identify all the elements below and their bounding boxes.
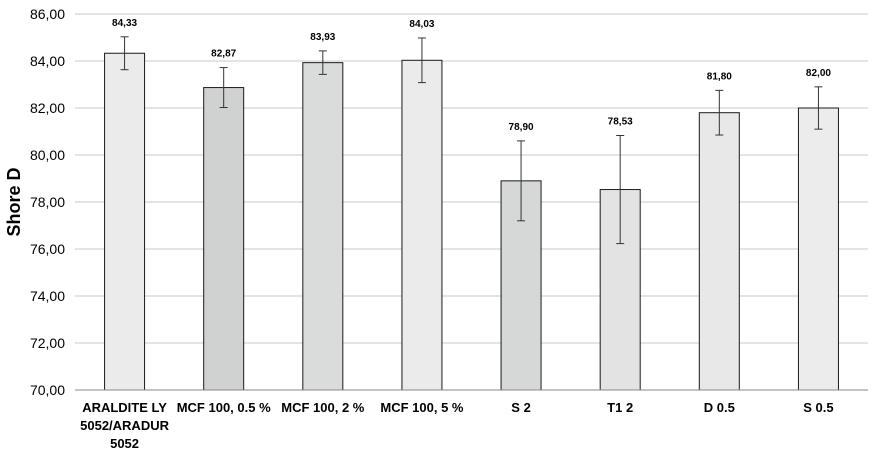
y-tick-label: 78,00 xyxy=(30,194,65,210)
x-tick-label: MCF 100, 0.5 % xyxy=(177,400,271,415)
error-bar xyxy=(120,36,129,71)
bar xyxy=(401,59,443,391)
y-tick-label: 76,00 xyxy=(30,241,65,257)
data-label: 83,93 xyxy=(310,32,335,43)
bars xyxy=(104,52,839,391)
error-bar xyxy=(814,86,823,130)
grid-lines xyxy=(75,13,868,344)
y-tick-label: 84,00 xyxy=(30,53,65,69)
error-bar xyxy=(517,140,526,222)
y-axis-label: Shore D xyxy=(4,167,24,236)
data-label: 78,53 xyxy=(608,116,633,127)
error-bar xyxy=(616,134,625,245)
y-tick-label: 74,00 xyxy=(30,288,65,304)
x-tick-label: T1 2 xyxy=(607,400,633,415)
error-bars xyxy=(120,36,823,245)
bar xyxy=(104,52,146,391)
x-tick-label: S 0.5 xyxy=(803,400,833,415)
data-labels: 84,33 82,87 83,93 84,03 78,90 78,53 81,80 82,00 xyxy=(112,18,831,133)
x-tick-label: D 0.5 xyxy=(704,400,735,415)
error-bar xyxy=(318,50,327,75)
y-axis-ticks: 70,00 72,00 74,00 76,00 78,00 80,00 82,00 84,00… xyxy=(30,6,65,398)
y-tick-label: 82,00 xyxy=(30,100,65,116)
y-tick-label: 80,00 xyxy=(30,147,65,163)
x-axis-labels: ARALDITE LY 5052/ARADUR 5052 MCF 100, 0.5 %… xyxy=(80,400,833,451)
y-tick-label: 86,00 xyxy=(30,6,65,22)
error-bar xyxy=(715,89,724,136)
bar xyxy=(698,112,740,391)
error-bar xyxy=(219,67,228,109)
data-label: 84,33 xyxy=(112,18,137,29)
x-tick-label: ARALDITE LY 5052/ARADUR 5052 xyxy=(80,400,169,451)
data-label: 78,90 xyxy=(509,122,534,133)
bar xyxy=(302,62,344,391)
y-tick-label: 72,00 xyxy=(30,335,65,351)
x-tick-label: S 2 xyxy=(511,400,531,415)
data-label: 84,03 xyxy=(409,19,434,30)
bar xyxy=(203,87,245,391)
data-label: 82,00 xyxy=(806,68,831,79)
x-tick-label: MCF 100, 2 % xyxy=(281,400,365,415)
error-bar xyxy=(417,37,426,84)
data-label: 81,80 xyxy=(707,71,732,82)
bar xyxy=(797,107,839,391)
data-label: 82,87 xyxy=(211,49,236,60)
y-tick-label: 70,00 xyxy=(30,382,65,398)
x-tick-label: MCF 100, 5 % xyxy=(380,400,464,415)
